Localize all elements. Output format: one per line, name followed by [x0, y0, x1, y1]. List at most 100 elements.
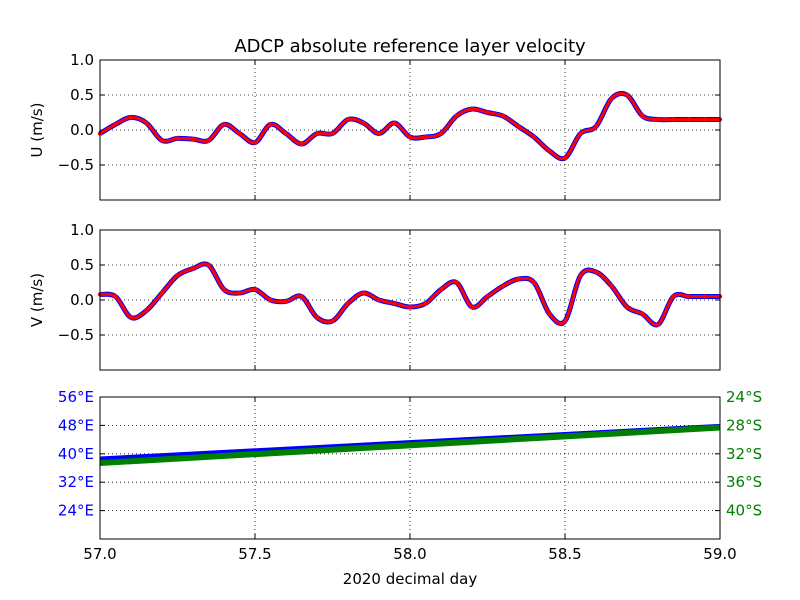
data-point	[516, 124, 521, 129]
data-point	[485, 294, 490, 299]
data-point	[609, 283, 614, 289]
data-point	[547, 148, 552, 154]
data-point	[206, 262, 211, 268]
data-point	[624, 92, 630, 98]
v-velocity-panel: −0.5 0.0 0.5 1.0 V (m/s)	[28, 221, 723, 371]
data-point	[500, 113, 506, 119]
data-point	[686, 294, 692, 299]
data-point	[190, 266, 196, 271]
position-panel: 24°E 32°E 40°E 48°E 56°E 24°S 28°S 32°S 36°S 40°S…	[58, 388, 762, 563]
data-point	[609, 96, 614, 101]
data-point	[578, 131, 583, 136]
latitude-tick-label: 36°S	[726, 473, 762, 491]
data-point	[330, 318, 335, 324]
y-tick-label: 0.5	[70, 256, 94, 274]
data-point	[671, 117, 676, 122]
data-point	[159, 290, 165, 296]
data-point	[113, 122, 118, 127]
x-tick-label: 58.0	[393, 545, 426, 563]
axes-frame	[99, 59, 721, 201]
data-point	[702, 117, 707, 122]
data-point	[175, 136, 180, 141]
y-tick-label: 1.0	[70, 221, 94, 239]
data-point	[469, 106, 475, 112]
data-point	[686, 117, 692, 122]
y-tick-label: 0.0	[70, 291, 94, 309]
y-tick-label: 0.0	[70, 121, 94, 139]
data-point	[547, 311, 552, 317]
data-point	[423, 301, 428, 306]
data-point	[314, 315, 320, 320]
data-point	[392, 120, 397, 126]
data-point	[562, 155, 568, 161]
data-point	[562, 318, 568, 324]
data-point	[376, 297, 382, 303]
data-point	[469, 304, 475, 310]
latitude-line	[99, 424, 721, 467]
data-point	[640, 311, 645, 317]
data-point	[361, 120, 366, 126]
data-point	[640, 113, 645, 119]
data-point	[113, 294, 118, 299]
data-point	[655, 322, 661, 327]
data-point	[392, 301, 397, 306]
data-point	[128, 315, 134, 320]
data-point	[454, 113, 459, 119]
data-point	[702, 294, 707, 299]
data-point	[516, 276, 521, 282]
data-point	[407, 304, 413, 310]
longitude-tick-label: 24°E	[58, 502, 94, 520]
longitude-tick-label: 56°E	[58, 388, 94, 406]
data-point	[252, 140, 258, 145]
data-point	[655, 117, 661, 122]
x-tick-label: 57.5	[238, 545, 271, 563]
y-axis-label: U (m/s)	[28, 103, 46, 158]
data-point	[593, 269, 599, 275]
data-point	[159, 138, 165, 143]
data-point	[252, 287, 258, 292]
y-axis-label: V (m/s)	[28, 273, 46, 327]
y-tick-label: −0.5	[58, 326, 94, 344]
data-point	[361, 290, 366, 296]
data-point	[237, 131, 242, 136]
data-point	[407, 134, 413, 140]
data-point	[438, 131, 444, 136]
data-point	[624, 304, 630, 310]
y-tick-label: 0.5	[70, 86, 94, 104]
data-point	[237, 290, 242, 296]
latitude-tick-label: 32°S	[726, 445, 762, 463]
data-point	[671, 294, 676, 299]
data-point	[299, 141, 304, 147]
axes-frame	[99, 396, 721, 540]
axes-frame	[99, 229, 721, 371]
x-tick-label: 59.0	[703, 545, 736, 563]
longitude-tick-label: 40°E	[58, 445, 94, 463]
data-point	[268, 297, 273, 303]
data-point	[485, 110, 490, 115]
latitude-tick-label: 28°S	[726, 416, 762, 434]
chart-title: ADCP absolute reference layer velocity	[234, 36, 586, 57]
data-point	[268, 122, 273, 127]
data-point	[221, 287, 227, 292]
latitude-tick-label: 24°S	[726, 388, 762, 406]
data-point	[531, 134, 537, 140]
latitude-tick-label: 40°S	[726, 502, 762, 520]
data-point	[500, 283, 506, 289]
longitude-tick-label: 32°E	[58, 473, 94, 491]
data-point	[283, 131, 289, 136]
data-point	[221, 122, 227, 127]
data-point	[206, 138, 211, 143]
data-point	[314, 131, 320, 136]
data-point	[454, 280, 459, 285]
data-point	[593, 124, 599, 129]
data-point	[376, 131, 382, 136]
data-point	[578, 273, 583, 278]
data-point	[175, 273, 180, 278]
data-point	[345, 117, 351, 122]
data-point	[531, 280, 537, 285]
data-point	[438, 287, 444, 292]
data-point	[190, 136, 196, 142]
u-velocity-panel: −0.5 0.0 0.5 1.0 U (m/s)	[28, 51, 723, 201]
x-axis-label: 2020 decimal day	[343, 570, 478, 588]
